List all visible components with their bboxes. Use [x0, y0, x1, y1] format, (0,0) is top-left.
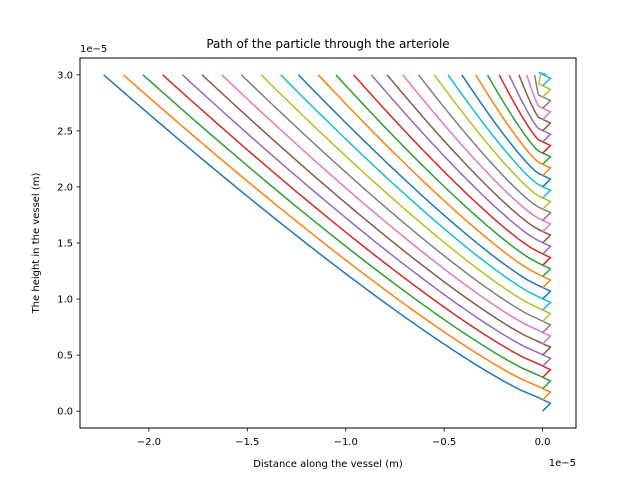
y-offset-text: 1e−5 [80, 44, 107, 55]
y-tick-label: 0.5 [57, 351, 73, 362]
y-ticks: 0.0 0.5 1.0 1.5 2.0 2.5 3.0 [57, 70, 80, 418]
y-tick-label: 0.0 [57, 407, 73, 418]
series-line [486, 74, 552, 166]
series-line [221, 74, 552, 345]
y-tick-label: 2.0 [57, 182, 73, 193]
series-line [498, 74, 552, 154]
series-line [370, 74, 552, 255]
series-line [297, 74, 552, 300]
series-line [538, 71, 552, 87]
series-line [386, 74, 552, 244]
series-line [201, 74, 552, 356]
x-tick-label: −2.0 [137, 437, 161, 448]
series-line [142, 74, 552, 390]
x-tick-label: −1.5 [235, 437, 259, 448]
series-line [518, 74, 552, 132]
series-line [335, 74, 552, 278]
y-tick-label: 3.0 [57, 70, 73, 81]
series-line [122, 74, 552, 401]
x-axis-label: Distance along the vessel (m) [253, 459, 403, 470]
series-line [317, 74, 552, 289]
x-ticks: −2.0 −1.5 −1.0 −0.5 0.0 [137, 428, 551, 448]
series-line [537, 74, 552, 98]
series-line [162, 74, 552, 379]
series-line [508, 74, 552, 143]
x-tick-label: −1.0 [334, 437, 358, 448]
series-line [533, 74, 552, 109]
series-line [240, 74, 552, 334]
series-group [103, 71, 552, 412]
series-line [447, 74, 552, 199]
series-line [526, 74, 552, 121]
y-tick-label: 1.5 [57, 239, 73, 250]
series-line [260, 74, 552, 323]
series-line [103, 74, 552, 412]
y-tick-label: 2.5 [57, 126, 73, 137]
x-tick-label: −0.5 [432, 437, 456, 448]
series-line [433, 74, 552, 210]
series-line [353, 74, 552, 266]
y-tick-label: 1.0 [57, 295, 73, 306]
series-line [417, 74, 552, 222]
y-axis-label: The height in the vessel (m) [31, 172, 42, 314]
chart-title: Path of the particle through the arterio… [206, 37, 449, 51]
x-tick-label: 0.0 [535, 437, 551, 448]
series-line [402, 74, 552, 233]
series-line [461, 74, 552, 188]
series-line [181, 74, 552, 367]
series-line [474, 74, 552, 177]
x-offset-text: 1e−5 [549, 458, 576, 469]
series-line [280, 74, 552, 311]
